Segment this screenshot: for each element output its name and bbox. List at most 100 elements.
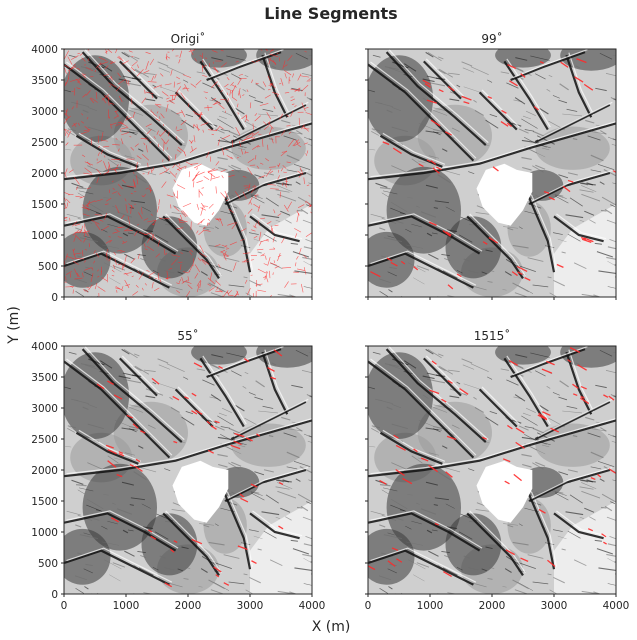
line-segment	[266, 112, 271, 120]
terrain-texture	[407, 494, 413, 496]
line-segment	[82, 230, 90, 234]
terrain-texture	[524, 426, 535, 429]
terrain-texture	[372, 129, 382, 135]
line-segment	[301, 124, 305, 130]
terrain-texture	[101, 541, 119, 546]
terrain-texture	[220, 426, 231, 429]
line-segment	[99, 219, 104, 222]
line-segment	[176, 227, 184, 230]
line-segment	[236, 103, 239, 108]
terrain-ridge	[565, 54, 593, 118]
line-segment	[176, 149, 182, 153]
terrain-texture	[615, 163, 616, 166]
line-segment	[211, 133, 214, 136]
line-segment	[176, 76, 181, 80]
terrain-texture	[463, 555, 471, 559]
terrain-texture	[311, 460, 312, 463]
line-segment	[233, 262, 237, 271]
line-segment	[114, 164, 119, 172]
terrain-texture	[103, 494, 109, 496]
line-segment	[147, 81, 157, 83]
line-segment	[81, 113, 83, 116]
terrain-texture	[535, 370, 546, 377]
line-segment	[106, 197, 112, 202]
line-segment	[64, 77, 70, 86]
line-segment	[118, 79, 125, 85]
line-segment	[270, 49, 274, 52]
line-segment	[277, 213, 282, 217]
line-segment	[121, 286, 124, 290]
line-segment	[177, 168, 181, 172]
line-segment	[157, 240, 160, 247]
line-segment	[178, 279, 182, 283]
terrain-texture	[290, 242, 298, 245]
terrain-ridge-highlight	[469, 510, 526, 574]
line-segment	[290, 98, 296, 102]
terrain-texture	[83, 235, 91, 239]
line-segment	[141, 153, 150, 161]
line-segment	[215, 574, 220, 578]
line-segment	[516, 265, 528, 273]
line-segment	[118, 95, 123, 103]
line-segment	[207, 218, 210, 221]
terrain-texture	[213, 264, 232, 272]
terrain-texture	[123, 81, 142, 87]
terrain-texture	[595, 87, 607, 92]
line-segment	[64, 197, 66, 202]
terrain-texture	[597, 163, 615, 171]
line-segment	[257, 289, 267, 292]
terrain-texture	[551, 490, 564, 494]
line-segment	[165, 56, 168, 61]
terrain-texture	[305, 535, 312, 540]
line-segment	[146, 128, 152, 135]
y-tick-label: 2500	[31, 434, 58, 446]
terrain-texture	[411, 521, 422, 525]
terrain-texture	[428, 550, 439, 557]
line-segment	[393, 434, 399, 439]
line-segment	[207, 449, 214, 454]
terrain-texture	[147, 424, 156, 429]
line-segment	[207, 283, 212, 287]
terrain-texture	[166, 363, 185, 372]
line-segment	[76, 67, 81, 70]
terrain-texture	[170, 406, 180, 413]
terrain-ridge	[510, 348, 586, 379]
line-segment	[180, 252, 183, 254]
line-segment	[242, 94, 245, 97]
lake-gap	[476, 460, 533, 523]
terrain-texture	[178, 441, 186, 444]
terrain-ridge-highlight	[227, 466, 309, 500]
terrain-texture	[128, 131, 137, 136]
terrain-ridge-highlight	[537, 101, 613, 141]
line-segment	[442, 570, 452, 577]
terrain-texture	[524, 434, 536, 441]
terrain-texture	[237, 444, 246, 448]
terrain-texture	[378, 575, 392, 581]
line-segment	[235, 291, 239, 297]
line-segment	[176, 184, 186, 190]
line-segment	[482, 241, 488, 245]
line-segment	[250, 185, 257, 194]
line-segment	[396, 558, 403, 563]
terrain-texture	[213, 561, 232, 569]
terrain-texture	[611, 143, 616, 146]
terrain-texture	[517, 264, 536, 272]
terrain-ridge	[385, 51, 487, 146]
line-segment	[267, 75, 271, 82]
line-segment	[140, 137, 149, 140]
line-segment	[302, 125, 310, 132]
line-segment	[196, 203, 200, 210]
terrain-texture	[311, 362, 312, 363]
terrain-texture	[416, 562, 430, 568]
terrain-texture	[527, 554, 544, 559]
line-segment	[91, 219, 100, 225]
terrain-texture	[458, 531, 473, 540]
terrain-texture	[116, 211, 133, 218]
terrain-texture	[615, 65, 616, 66]
line-segment	[86, 200, 96, 205]
line-segment	[247, 167, 253, 175]
line-segment	[133, 179, 136, 188]
line-segment	[126, 414, 133, 419]
y-tick-label: 500	[38, 261, 58, 273]
terrain-texture	[104, 262, 122, 273]
